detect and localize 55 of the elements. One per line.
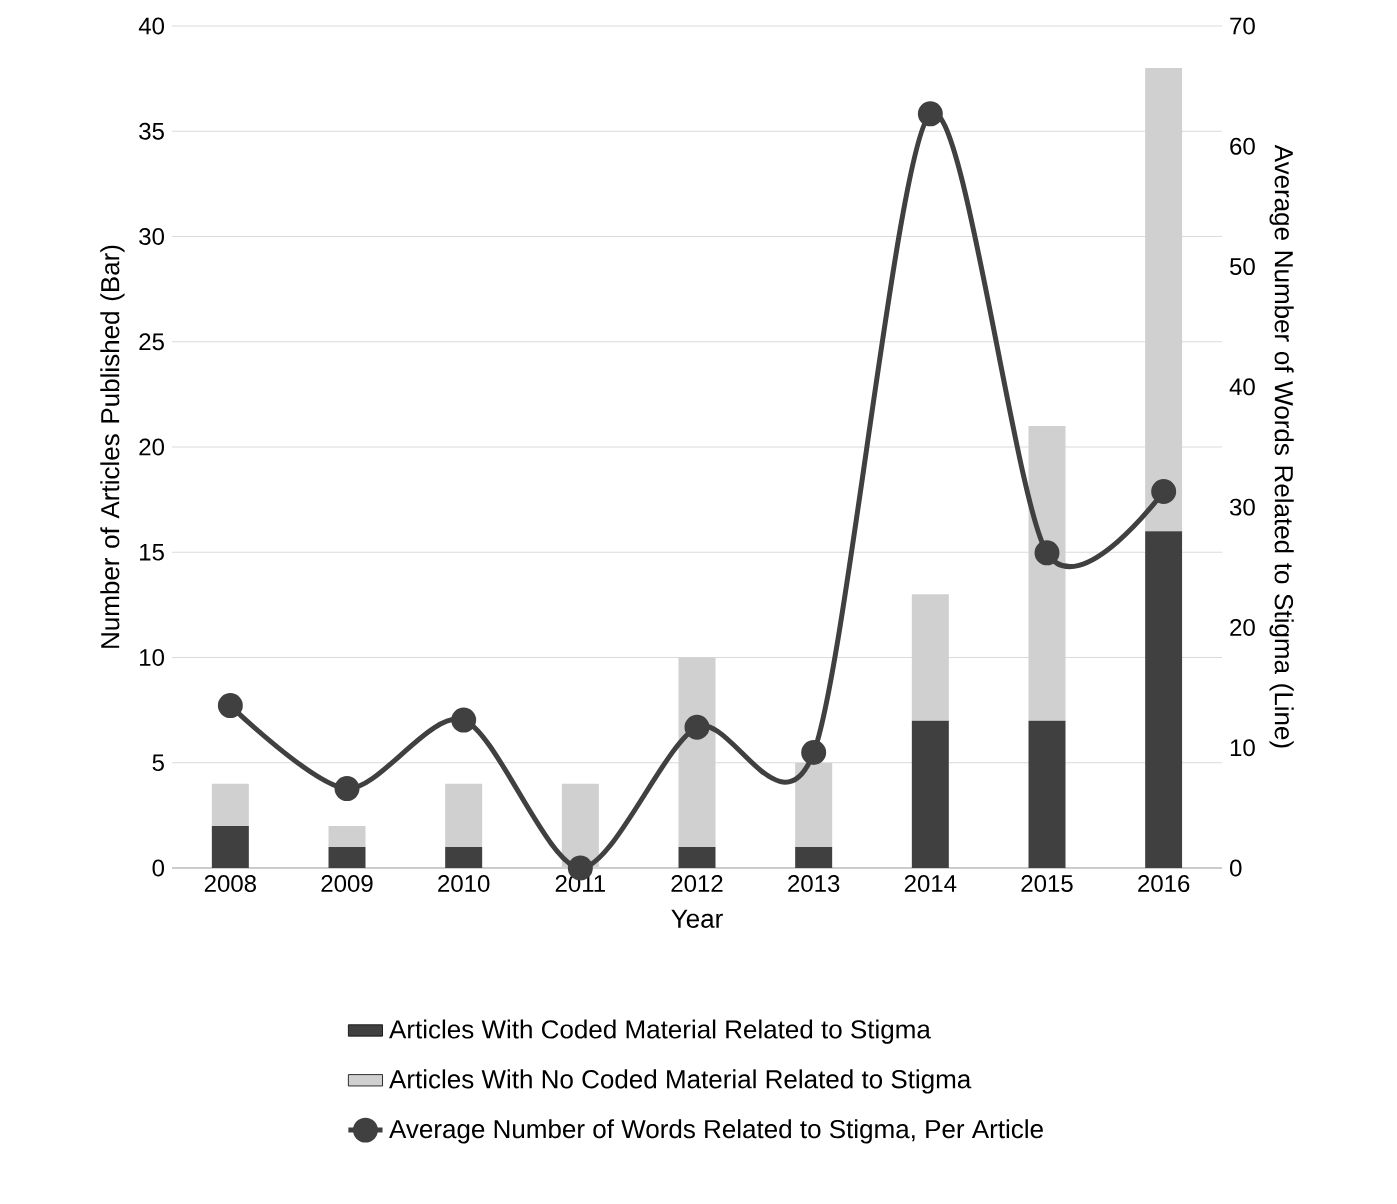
legend-label: Average Number of Words Related to Stigma, Per Article <box>389 1119 1043 1144</box>
bar <box>328 846 366 868</box>
y-tick-label: 15 <box>140 543 164 561</box>
bar <box>211 783 249 826</box>
x-tick-label: 2008 <box>204 875 256 893</box>
y2-tick-label: 10 <box>1230 739 1255 757</box>
bar <box>211 825 249 868</box>
x-tick-label: 2016 <box>1138 875 1190 893</box>
y-tick-label: 10 <box>140 649 165 666</box>
y2-tick-label: 0 <box>1230 859 1242 877</box>
y-tick-label: 20 <box>139 438 165 456</box>
bar <box>445 783 483 847</box>
point <box>1151 479 1177 504</box>
point <box>801 740 827 766</box>
point <box>1034 540 1060 566</box>
point <box>684 714 710 740</box>
x-tick-label: 2009 <box>321 875 373 893</box>
bar <box>1028 425 1066 721</box>
y-tick-label: 0 <box>152 859 165 877</box>
x-tick-label: 2010 <box>438 875 490 893</box>
point <box>217 693 243 719</box>
y-tick-label: 35 <box>139 122 164 140</box>
point <box>334 776 360 802</box>
y-tick-label: 25 <box>139 333 164 351</box>
bar <box>795 762 833 847</box>
y-tick-label: 5 <box>152 754 164 772</box>
y2-axis-title: Average Number of Words Related to Stigma (Line) <box>1269 144 1294 748</box>
bar <box>1145 531 1183 868</box>
bar <box>911 720 949 868</box>
x-tick-label: 2013 <box>788 875 840 893</box>
bar <box>678 846 716 868</box>
y-tick-label: 40 <box>138 17 165 35</box>
y2-tick-label: 30 <box>1229 498 1255 516</box>
bar <box>795 846 833 868</box>
x-axis-title: Year <box>671 909 723 928</box>
y2-tick-label: 50 <box>1230 258 1255 276</box>
x-tick-label: 2014 <box>904 875 957 893</box>
y-axis-title: Number of Articles Published (Bar) <box>100 245 125 648</box>
bar <box>1145 68 1183 532</box>
point <box>917 101 943 127</box>
bar <box>328 825 366 847</box>
y-tick-label: 30 <box>139 228 165 245</box>
y2-tick-label: 70 <box>1230 17 1255 35</box>
bar <box>445 846 483 868</box>
bar <box>678 657 716 847</box>
bar <box>1028 720 1066 868</box>
legend-label: Articles With Coded Material Related to Stigma <box>389 1019 931 1044</box>
x-tick-label: 2012 <box>671 875 723 893</box>
point <box>451 707 477 733</box>
x-tick-label: 2015 <box>1021 875 1073 893</box>
bar <box>911 594 949 721</box>
y2-tick-label: 60 <box>1230 137 1255 155</box>
y2-tick-label: 20 <box>1230 618 1255 636</box>
legend-label: Articles With No Coded Material Related to Stigma <box>389 1069 972 1094</box>
y2-tick-label: 40 <box>1229 378 1255 396</box>
